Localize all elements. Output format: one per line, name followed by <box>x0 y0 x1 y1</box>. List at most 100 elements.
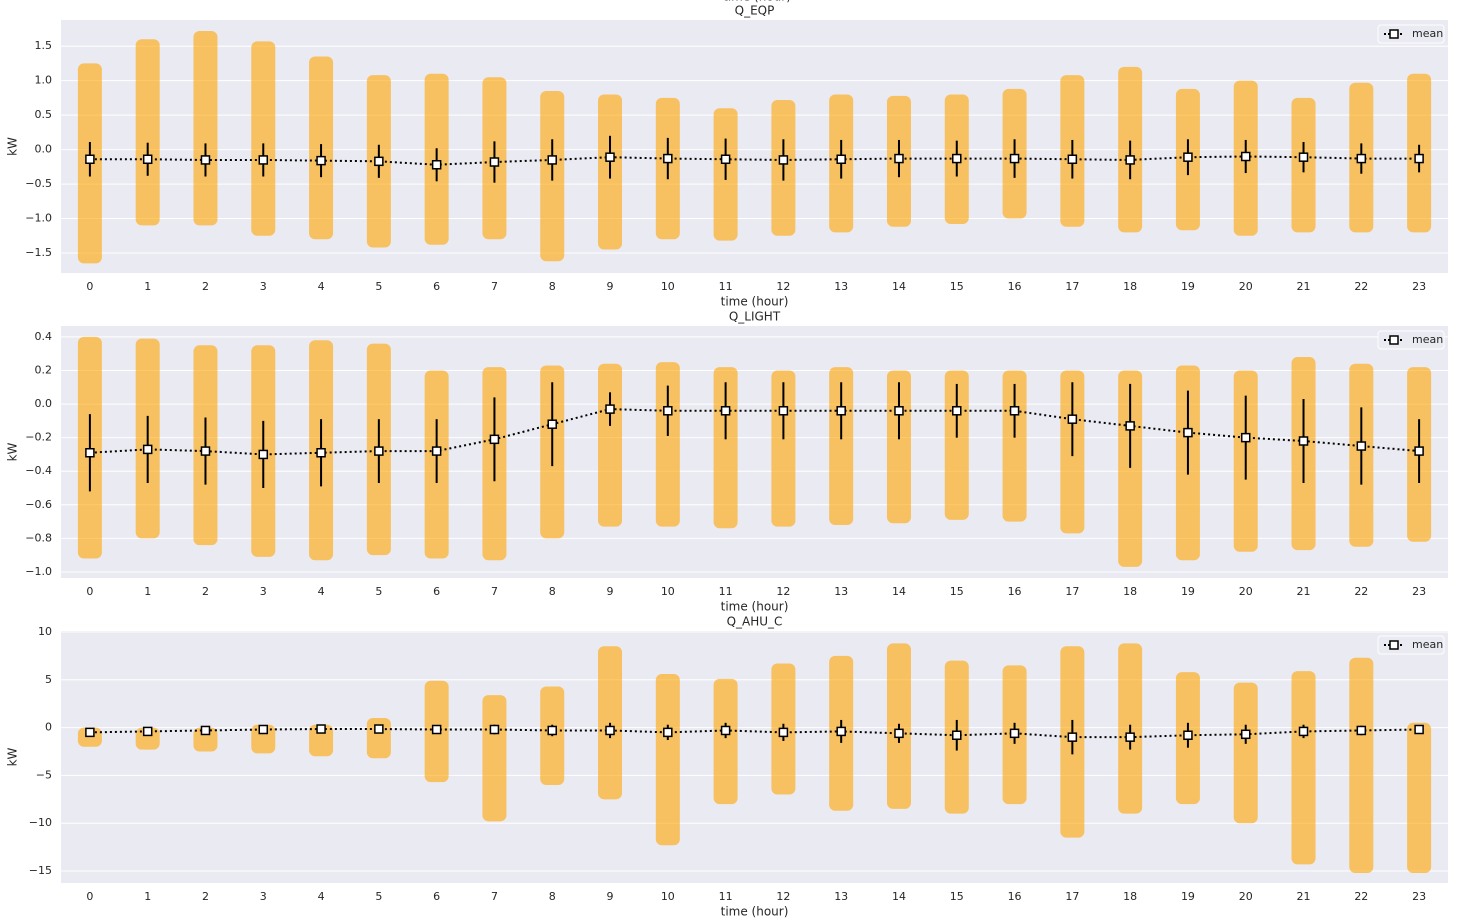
mean-marker <box>894 406 904 416</box>
y-tick-label: 0 <box>45 721 52 734</box>
strip-range <box>193 31 218 226</box>
subplot-title: Q_AHU_C <box>727 615 783 629</box>
x-tick-label: 12 <box>776 280 790 293</box>
mean-marker <box>489 724 500 735</box>
x-tick-label: 2 <box>202 280 209 293</box>
mean-marker <box>836 154 846 165</box>
strip-range <box>1002 370 1027 522</box>
y-axis-label: kW <box>6 137 20 156</box>
x-tick-label: 18 <box>1123 890 1137 903</box>
strip-range <box>1407 722 1432 873</box>
x-tick-label: 19 <box>1181 585 1195 598</box>
strip-range <box>771 370 796 527</box>
legend-label: mean <box>1412 27 1443 40</box>
mean-marker <box>200 446 211 456</box>
x-tick-label: 14 <box>892 280 906 293</box>
mean-marker <box>778 727 789 738</box>
y-tick-label: 0.0 <box>35 143 53 156</box>
mean-marker <box>1009 728 1020 739</box>
mean-marker <box>258 724 269 735</box>
x-tick-label: 7 <box>491 280 498 293</box>
mean-marker <box>85 154 95 165</box>
strip-range <box>1233 682 1258 824</box>
mean-marker <box>952 406 962 416</box>
x-tick-label: 19 <box>1181 280 1195 293</box>
mean-marker <box>1298 726 1309 737</box>
mean-marker <box>316 448 326 458</box>
mean-line <box>89 155 1420 166</box>
x-tick-label: 19 <box>1181 890 1195 903</box>
mean-marker <box>85 448 95 458</box>
y-tick-label: −0.2 <box>25 431 52 444</box>
mean-marker <box>1009 406 1020 416</box>
mean-marker <box>1240 432 1251 443</box>
y-tick-label: −0.8 <box>25 531 52 544</box>
strip-range <box>251 41 276 236</box>
x-tick-label: 8 <box>549 280 556 293</box>
mean-marker <box>894 728 904 739</box>
mean-marker <box>778 155 789 165</box>
y-tick-label: 0.0 <box>35 397 53 410</box>
x-tick-label: 11 <box>719 585 733 598</box>
mean-marker <box>605 152 615 162</box>
y-tick-label: 10 <box>38 625 52 638</box>
mean-marker <box>663 727 673 738</box>
mean-marker <box>258 449 269 460</box>
strip-range <box>1349 657 1374 873</box>
legend-label: mean <box>1412 638 1443 651</box>
strip-range <box>309 724 334 757</box>
x-tick-label: 11 <box>719 890 733 903</box>
legend-marker <box>1389 335 1399 345</box>
mean-marker <box>1125 732 1135 742</box>
x-tick-label: 0 <box>86 280 93 293</box>
x-tick-label: 9 <box>607 890 614 903</box>
mean-marker <box>1356 725 1367 736</box>
mean-marker <box>547 419 557 429</box>
subplot-title: Q_EQP <box>735 4 775 18</box>
subplot: Q_EQP kW time (hour) −1.5 −1.0 −0.5 0.0 0.5 1.0 1… <box>6 4 1448 309</box>
x-tick-label: 1 <box>144 585 151 598</box>
mean-marker <box>142 154 153 165</box>
x-tick-label: 16 <box>1008 890 1022 903</box>
x-tick-label: 20 <box>1239 585 1253 598</box>
x-tick-label: 4 <box>318 280 325 293</box>
y-axis-label: kW <box>6 442 20 461</box>
mean-marker <box>374 446 384 456</box>
mean-marker <box>720 154 731 165</box>
mean-marker <box>200 155 211 165</box>
mean-marker <box>547 725 557 736</box>
mean-marker <box>142 444 153 455</box>
legend-marker <box>1389 640 1399 650</box>
x-tick-label: 20 <box>1239 280 1253 293</box>
strip-range <box>482 695 507 822</box>
mean-marker <box>200 725 211 736</box>
x-tick-label: 2 <box>202 585 209 598</box>
x-tick-label: 1 <box>144 890 151 903</box>
x-tick-label: 11 <box>719 280 733 293</box>
x-tick-label: 2 <box>202 890 209 903</box>
x-tick-label: 18 <box>1123 280 1137 293</box>
x-tick-label: 1 <box>144 280 151 293</box>
mean-marker <box>374 724 384 734</box>
mean-marker <box>1240 729 1251 740</box>
mean-marker <box>431 724 442 735</box>
mean-marker <box>547 155 557 165</box>
x-axis-label: time (hour) <box>721 295 789 309</box>
plot-area <box>61 326 1448 578</box>
mean-marker <box>1183 730 1193 740</box>
x-tick-label: 5 <box>375 585 382 598</box>
y-tick-label: 0.2 <box>35 363 53 376</box>
y-tick-label: 0.4 <box>35 330 53 343</box>
strip-range <box>366 718 391 759</box>
x-axis-label: time (hour) <box>721 905 789 919</box>
x-tick-label: 6 <box>433 585 440 598</box>
mean-marker <box>1356 153 1367 164</box>
x-tick-label: 23 <box>1412 585 1426 598</box>
x-tick-label: 4 <box>318 890 325 903</box>
x-tick-label: 17 <box>1065 280 1079 293</box>
mean-marker <box>374 156 384 167</box>
x-tick-label: 15 <box>950 890 964 903</box>
mean-marker <box>1414 446 1424 456</box>
